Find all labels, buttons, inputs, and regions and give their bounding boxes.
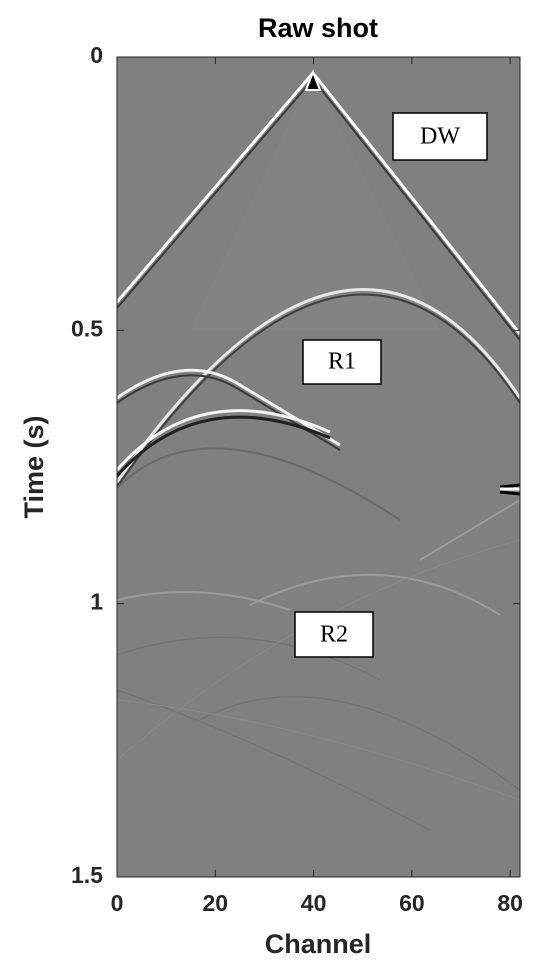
y-tick-label: 1	[90, 589, 103, 615]
x-tick-label: 0	[111, 890, 124, 916]
annotation-text: DW	[420, 124, 460, 150]
axes-box	[116, 56, 521, 878]
annotation-text: R2	[320, 622, 348, 648]
annotation-r1: R1	[302, 339, 382, 385]
y-axis-label: Time (s)	[19, 415, 49, 518]
y-tick-label: 1.5	[71, 862, 103, 888]
y-tick-label: 0.5	[71, 315, 103, 341]
annotation-text: R1	[328, 349, 356, 375]
x-axis-label: Channel	[265, 929, 372, 959]
annotation-r2: R2	[294, 611, 374, 658]
chart-title: Raw shot	[258, 13, 378, 43]
x-tick-label: 40	[301, 890, 327, 916]
x-tick-label: 60	[399, 890, 425, 916]
annotation-dw: DW	[392, 112, 488, 161]
x-tick-label: 80	[497, 890, 523, 916]
y-tick-label: 0	[90, 42, 103, 68]
x-tick-label: 20	[202, 890, 228, 916]
seismic-image	[117, 69, 520, 831]
